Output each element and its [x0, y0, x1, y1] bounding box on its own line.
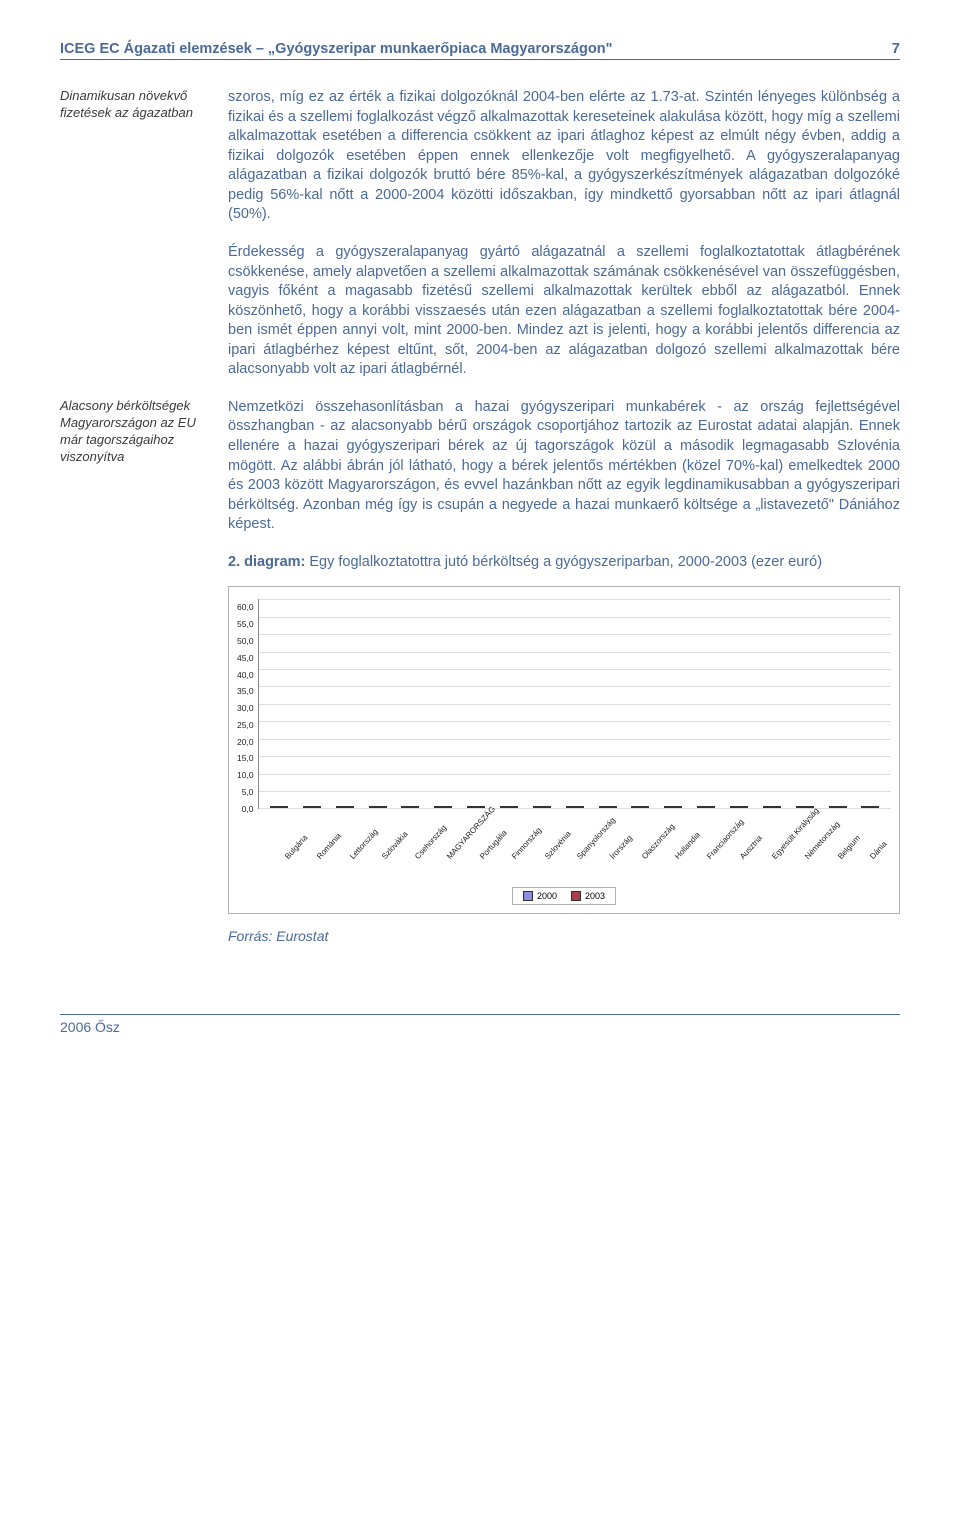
side-note-1: Dinamikusan növekvő fizetések az ágazatb…: [60, 88, 210, 243]
header-title: ICEG EC Ágazati elemzések – „Gyógyszerip…: [60, 41, 612, 57]
chart-plot-area: [258, 599, 891, 809]
paragraph-2: Érdekesség a gyógyszeralapanyag gyártó a…: [228, 243, 900, 380]
y-tick: 60,0: [237, 603, 254, 612]
chart-container: 60,0 55,0 50,0 45,0 40,0 35,0 30,0 25,0 20,0 15,0…: [228, 586, 900, 914]
chart-source: Forrás: Eurostat: [228, 928, 900, 944]
paragraph-3: Nemzetközi összehasonlításban a hazai gy…: [228, 398, 900, 535]
chart-x-axis: BulgáriaRomániaLettországSzlovákiaCsehor…: [265, 815, 891, 877]
legend-swatch-2003: [571, 891, 581, 901]
paragraph-1: szoros, míg ez az érték a fizikai dolgoz…: [228, 88, 900, 225]
footer-text: 2006 Ősz: [60, 1019, 120, 1035]
y-tick: 35,0: [237, 687, 254, 696]
y-tick: 25,0: [237, 721, 254, 730]
page-number: 7: [892, 40, 900, 57]
y-tick: 45,0: [237, 654, 254, 663]
y-tick: 20,0: [237, 738, 254, 747]
y-tick: 10,0: [237, 771, 254, 780]
y-tick: 55,0: [237, 620, 254, 629]
y-tick: 15,0: [237, 754, 254, 763]
chart-title-rest: Egy foglalkoztatottra jutó bérköltség a …: [305, 554, 822, 570]
chart-y-axis: 60,0 55,0 50,0 45,0 40,0 35,0 30,0 25,0 20,0 15,0…: [237, 599, 258, 809]
y-tick: 40,0: [237, 671, 254, 680]
y-tick: 5,0: [242, 788, 254, 797]
chart-title: 2. diagram: Egy foglalkoztatottra jutó b…: [228, 553, 900, 573]
page-footer: 2006 Ősz: [60, 1014, 900, 1035]
y-tick: 50,0: [237, 637, 254, 646]
page-header: ICEG EC Ágazati elemzések – „Gyógyszerip…: [60, 40, 900, 60]
y-tick: 0,0: [242, 805, 254, 814]
side-note-2: Alacsony bérköltségek Magyarországon az …: [60, 398, 210, 553]
y-tick: 30,0: [237, 704, 254, 713]
chart-title-bold: 2. diagram:: [228, 554, 305, 570]
